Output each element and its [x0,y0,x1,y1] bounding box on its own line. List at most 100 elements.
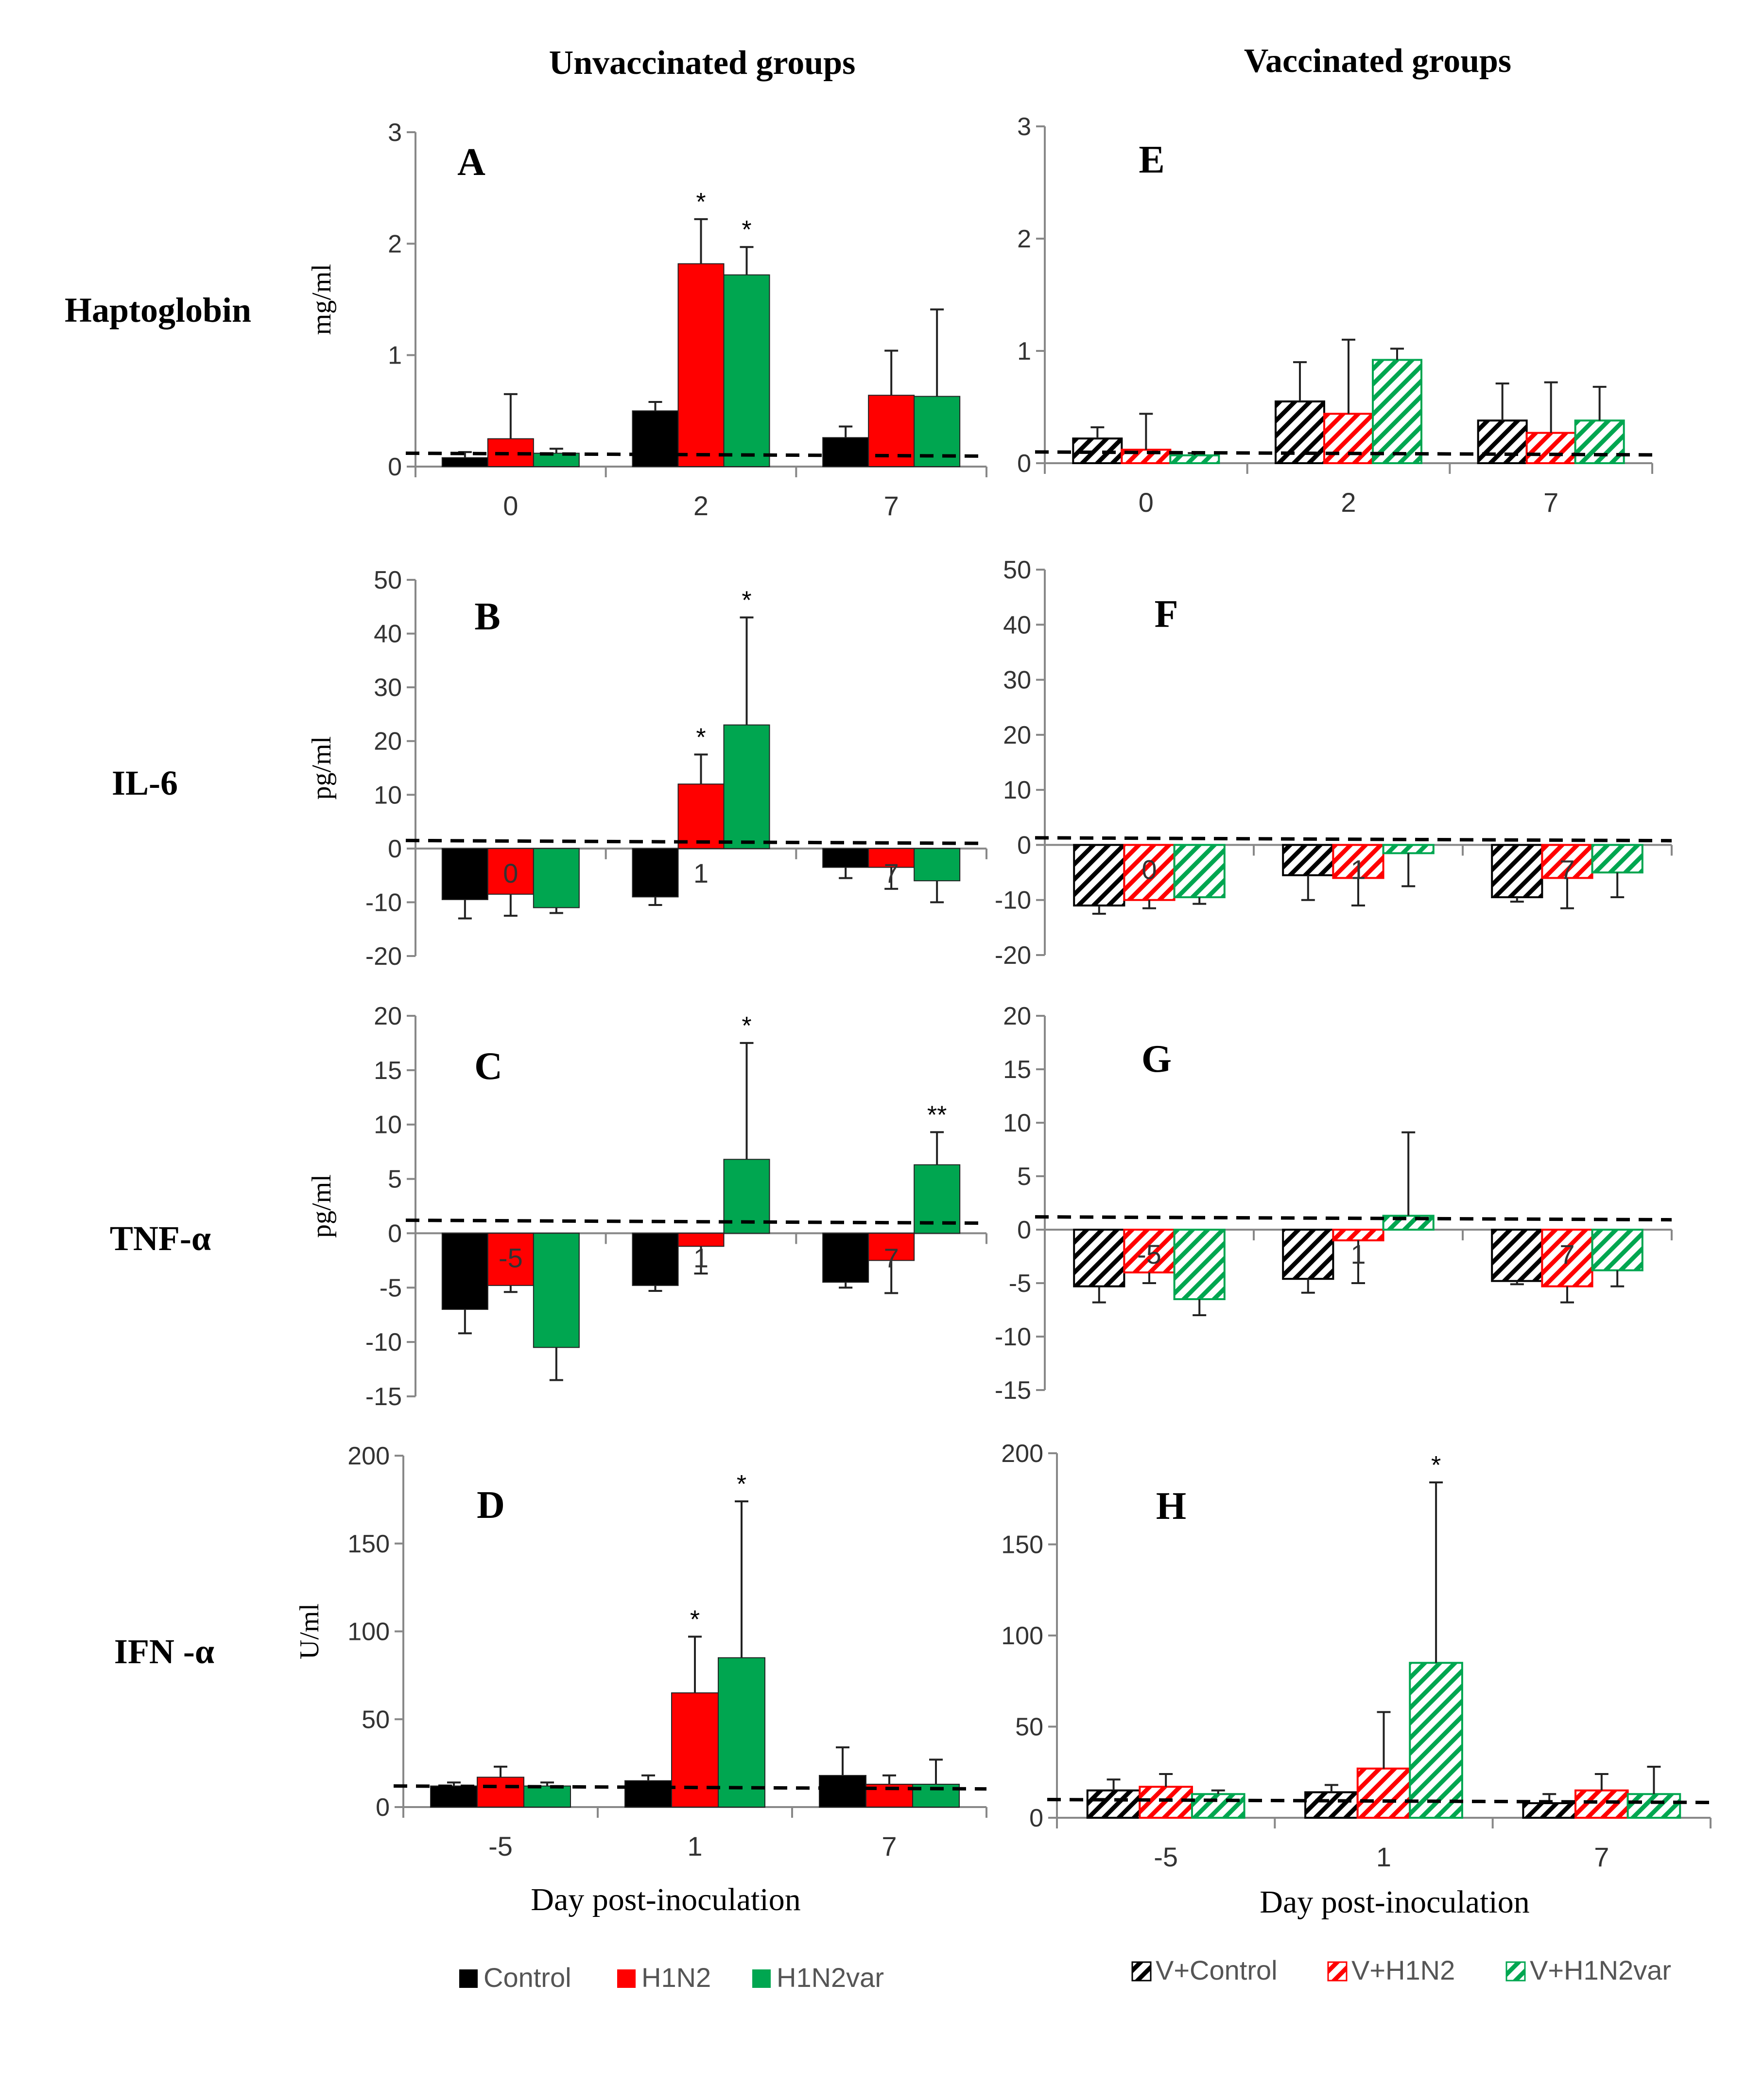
x-category-label: 1 [693,1242,709,1273]
legend-swatch-v-control [1131,1961,1152,1982]
y-tick-label: 10 [1003,1109,1031,1137]
bar-control [632,848,679,898]
x-category-label: 1 [1376,1842,1391,1872]
y-axis-label: pg/ml [307,736,337,800]
bar-v-h1n2var [1409,1662,1463,1819]
panel-f: -20 -10 0 10 20 30 40 50 0 1 7 F [995,556,1673,970]
panel-letter: G [1141,1038,1172,1080]
y-tick-label: 10 [1003,776,1031,804]
y-tick-label: 50 [1015,1713,1043,1741]
bar-v-control [1086,1789,1141,1819]
panel-d: 0 50 100 150 200 U/ml * * -5 1 7 D [294,1442,987,1862]
baseline-dashed-line [405,451,987,458]
significance-marker: * [690,1605,700,1634]
y-tick-label: 10 [374,1111,402,1139]
x-category-label: 1 [687,1831,702,1862]
x-category-label: 2 [1341,487,1356,518]
bar-v-h1n2var [1626,1793,1681,1819]
bar-control [441,457,488,467]
bar-h1n2var [723,724,770,849]
bar-h1n2 [677,263,725,467]
x-category-label: -5 [499,1242,523,1273]
x-category-label: 7 [884,490,899,521]
y-tick-label: 3 [388,119,402,147]
bar-h1n2 [671,1692,719,1808]
bar-h1n2var [723,274,770,468]
legend-unvaccinated: Control H1N2 H1N2var [459,1962,884,1993]
significance-marker: * [742,216,751,244]
panel-letter: B [474,595,500,638]
legend-label-h1n2var: H1N2var [777,1962,884,1993]
row-label-ifn-alpha: IFN -α [114,1632,214,1671]
bar-v-h1n2 [1323,413,1374,464]
y-tick-label: 0 [1017,450,1031,478]
bar-v-h1n2var [1169,454,1220,465]
bar-v-h1n2 [1574,1789,1629,1819]
panel-letter: H [1156,1485,1186,1528]
x-category-label: 7 [1559,854,1574,885]
y-tick-label: 1 [1017,337,1031,365]
bar-v-h1n2 [1121,449,1172,465]
panel-b: -20 -10 0 10 20 30 40 50 pg/ml * * 0 1 7 B [307,566,987,971]
y-tick-label: 0 [1017,831,1031,859]
x-category-label: 7 [884,858,899,888]
x-category-label: 0 [1141,854,1157,885]
bar-control [822,848,869,868]
y-tick-label: 50 [374,566,402,594]
y-tick-label: -5 [380,1274,402,1302]
baseline-dashed-line [393,1784,987,1791]
bar-control [632,1233,679,1286]
y-tick-label: 0 [388,453,402,481]
significance-marker: * [696,188,706,216]
y-tick-label: 200 [347,1442,390,1470]
x-category-label: 1 [1350,854,1366,885]
bar-h1n2 [477,1776,524,1808]
x-category-label: -5 [1154,1842,1178,1872]
bar-v-control [1522,1802,1577,1819]
y-tick-label: 5 [388,1166,402,1194]
bar-v-control [1477,419,1528,464]
panel-e: 0 1 2 3 0 2 7 E [1017,113,1653,518]
legend-label-control: Control [484,1962,571,1993]
x-category-label: 7 [1559,1239,1574,1270]
bar-control [441,1233,488,1310]
panel-letter: E [1139,139,1164,181]
bar-v-h1n2 [1525,432,1576,465]
y-tick-label: 150 [1001,1531,1043,1559]
y-tick-label: -20 [365,942,402,971]
y-tick-label: 0 [388,835,402,863]
bar-v-h1n2 [1541,1229,1593,1288]
row-label-haptoglobin: Haptoglobin [65,291,251,330]
x-category-label: 7 [882,1831,897,1862]
bar-v-control [1282,1229,1334,1280]
y-tick-label: 20 [374,1002,402,1030]
significance-marker: * [737,1470,746,1498]
bar-v-h1n2var [1574,419,1625,464]
y-tick-label: 40 [374,620,402,648]
legend-label-v-control: V+Control [1156,1955,1278,1985]
y-tick-label: -10 [365,888,402,917]
bar-v-control [1073,844,1125,907]
legend-label-h1n2: H1N2 [641,1962,711,1993]
y-tick-label: -10 [995,887,1031,915]
bar-h1n2 [868,848,915,868]
bar-v-control [1491,1229,1543,1282]
panel-letter: D [477,1484,505,1527]
y-tick-label: 0 [1029,1804,1043,1832]
panel-g: -15 -10 -5 0 5 10 15 20 -5 1 7 G [995,1002,1673,1405]
y-tick-label: 150 [347,1530,390,1558]
bar-h1n2var [523,1785,571,1808]
y-tick-label: 5 [1017,1163,1031,1191]
baseline-dashed-line [1035,450,1653,457]
significance-marker: ** [927,1101,947,1129]
bar-control [819,1775,866,1808]
bar-control [632,410,679,467]
y-tick-label: 20 [1003,721,1031,749]
row-label-il6: IL-6 [112,764,178,802]
baseline-dashed-line [405,1218,987,1225]
panel-h: 0 50 100 150 200 * -5 1 7 H [1001,1440,1712,1872]
x-axis-label-vaccinated: Day post-inoculation [1260,1884,1529,1920]
bar-v-h1n2var [1591,1229,1643,1271]
